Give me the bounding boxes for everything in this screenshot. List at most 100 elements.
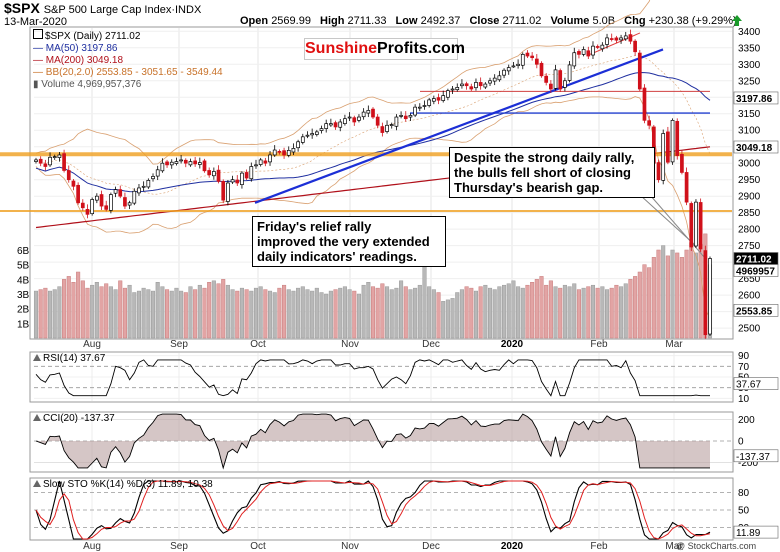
- volume-bar: [300, 286, 305, 339]
- candle-body: [684, 172, 689, 203]
- candle-body: [431, 98, 436, 102]
- symbol: $SPX: [4, 0, 40, 16]
- candle-body: [371, 108, 375, 118]
- x-tick-label-top: Sep: [170, 339, 188, 350]
- volume-bar: [165, 289, 170, 339]
- bb-upper-line: [35, 0, 651, 165]
- chg-label: Chg: [624, 15, 646, 27]
- line-swatch-icon: —: [33, 55, 46, 66]
- rsi-tick-label: 10: [738, 394, 750, 405]
- candle-body: [183, 159, 188, 164]
- volume-bar: [656, 249, 661, 339]
- candle-body: [34, 159, 38, 162]
- rsi-line: [35, 359, 710, 397]
- candle-body: [502, 69, 506, 76]
- candle-body: [109, 194, 113, 211]
- sub-indicators: 90705030102000-20080502037.67-137.3711.8…: [34, 351, 779, 540]
- up-arrow-icon: [732, 15, 742, 26]
- candle-body: [244, 172, 249, 179]
- volume-bar: [464, 286, 469, 339]
- legend-ma200: — MA(200) 3049.18: [33, 55, 223, 67]
- candle-body: [357, 116, 361, 121]
- volume-bar: [413, 287, 418, 339]
- volume-bar: [590, 284, 596, 339]
- candle-body: [221, 181, 226, 201]
- candle-body: [670, 119, 675, 163]
- volume-bar: [155, 282, 160, 339]
- volume-bar: [225, 284, 230, 339]
- volume-bar: [244, 289, 249, 339]
- candle-body: [497, 75, 502, 81]
- volume-bar: [328, 290, 333, 339]
- volume-bar: [338, 287, 343, 339]
- volume-bar: [118, 280, 123, 339]
- cci-tick-label: 0: [738, 437, 744, 448]
- candle-body: [417, 106, 422, 109]
- volume-bar: [684, 249, 689, 339]
- volume-bar: [296, 287, 301, 339]
- candle-body: [525, 52, 530, 57]
- candle-body: [539, 62, 544, 77]
- volume-bar: [628, 279, 633, 339]
- volume-bar: [623, 283, 628, 339]
- candle-body: [324, 123, 329, 129]
- legend-bb-text: BB(20,2.0) 2553.85 - 3051.65 - 3549.44: [45, 67, 223, 78]
- x-tick-label-top: Mar: [665, 339, 683, 350]
- candle-body: [188, 161, 193, 166]
- candle-body: [179, 159, 183, 162]
- volume-bar: [576, 289, 581, 339]
- volume-bar: [385, 286, 390, 339]
- date-label: 13-Mar-2020: [4, 16, 67, 28]
- candle-body: [282, 150, 286, 156]
- candle-body: [689, 203, 694, 248]
- price-tick-label: 2950: [738, 175, 761, 186]
- volume-bar: [57, 286, 62, 339]
- volume-bar: [193, 289, 198, 339]
- candle-body: [310, 133, 315, 136]
- price-tick-label: 2850: [738, 208, 761, 219]
- candle-body: [286, 150, 291, 156]
- sto-panel-frame: [29, 477, 734, 541]
- sto-panel-label: Slow STO %K(14) %D(3) 11.89, 10.38: [33, 479, 213, 490]
- candle-body: [628, 34, 633, 42]
- volume-bar: [459, 289, 464, 339]
- volume-tick-label: 3B: [17, 290, 30, 301]
- open-value: 2569.99: [271, 15, 311, 27]
- candle-body: [436, 97, 441, 101]
- volume-bar: [492, 289, 497, 339]
- candle-body: [600, 44, 605, 50]
- sto-icon: [33, 480, 41, 487]
- index-exchange: INDX: [175, 4, 202, 16]
- candle-body: [57, 154, 62, 158]
- symbol-title: $SPX S&P 500 Large Cap Index·INDX: [4, 0, 201, 16]
- last-value-label: 3049.18: [736, 143, 773, 154]
- legend-ma200-text: MA(200) 3049.18: [45, 55, 124, 66]
- volume-bar: [136, 290, 142, 339]
- price-tick-label: 2650: [738, 274, 761, 285]
- volume-bar: [48, 290, 53, 339]
- candle-body: [202, 160, 207, 172]
- bb-lower-line: [35, 96, 711, 320]
- candle-body: [446, 90, 450, 98]
- candle-body: [329, 123, 333, 126]
- sub-last-value-box: [733, 449, 779, 463]
- candle-body: [614, 37, 619, 41]
- volume-bar: [478, 286, 483, 339]
- index-name: S&P 500 Large Cap Index: [43, 4, 172, 16]
- candle-body: [240, 172, 244, 185]
- candle-body: [666, 131, 670, 163]
- volume-bar: [230, 289, 235, 339]
- line-swatch-icon: —: [33, 43, 46, 54]
- candle-body: [609, 38, 614, 40]
- volume-bar: [319, 292, 324, 339]
- ohlc-row: Open 2569.99 High 2711.33 Low 2492.37 Cl…: [240, 15, 737, 27]
- sub-last-value-label: 37.67: [736, 380, 761, 391]
- price-tick-label: 2600: [738, 291, 761, 302]
- candle-body: [623, 35, 628, 40]
- candle-body: [549, 83, 553, 90]
- candle-body: [160, 162, 165, 172]
- candle-body: [427, 99, 432, 106]
- candle-body: [647, 120, 652, 126]
- open-label: Open: [240, 15, 269, 27]
- candle-body: [174, 161, 179, 164]
